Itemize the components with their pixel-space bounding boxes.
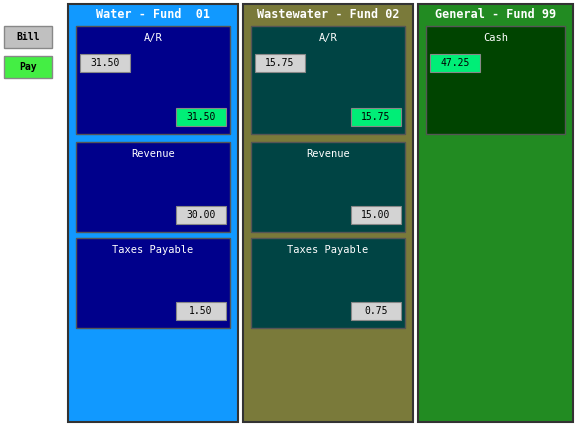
- Text: 0.75: 0.75: [364, 306, 388, 316]
- Bar: [80, 54, 130, 72]
- Bar: [351, 302, 401, 320]
- Text: Water - Fund  01: Water - Fund 01: [96, 9, 210, 21]
- Bar: [251, 142, 405, 232]
- Text: Cash: Cash: [483, 33, 508, 43]
- Bar: [76, 26, 230, 134]
- Text: Wastewater - Fund 02: Wastewater - Fund 02: [257, 9, 399, 21]
- Text: 47.25: 47.25: [440, 58, 470, 68]
- Bar: [351, 108, 401, 126]
- Text: Taxes Payable: Taxes Payable: [287, 245, 369, 255]
- Text: Bill: Bill: [16, 32, 40, 42]
- Bar: [176, 206, 226, 224]
- Text: General - Fund 99: General - Fund 99: [435, 9, 556, 21]
- Bar: [418, 4, 573, 422]
- Bar: [251, 238, 405, 328]
- Bar: [176, 108, 226, 126]
- Text: A/R: A/R: [144, 33, 162, 43]
- Bar: [76, 142, 230, 232]
- Bar: [243, 4, 413, 422]
- Bar: [351, 206, 401, 224]
- Bar: [255, 54, 305, 72]
- Text: Revenue: Revenue: [131, 149, 175, 159]
- Text: Revenue: Revenue: [306, 149, 350, 159]
- Bar: [4, 26, 52, 48]
- Bar: [68, 4, 238, 422]
- Text: 30.00: 30.00: [186, 210, 216, 220]
- Bar: [251, 26, 405, 134]
- Text: 15.75: 15.75: [265, 58, 295, 68]
- Bar: [426, 26, 565, 134]
- Text: Taxes Payable: Taxes Payable: [113, 245, 194, 255]
- Text: A/R: A/R: [318, 33, 338, 43]
- Text: 15.00: 15.00: [361, 210, 391, 220]
- Bar: [4, 56, 52, 78]
- Text: 15.75: 15.75: [361, 112, 391, 122]
- Text: Pay: Pay: [19, 62, 37, 72]
- Text: 31.50: 31.50: [90, 58, 119, 68]
- Bar: [430, 54, 480, 72]
- Bar: [176, 302, 226, 320]
- Text: 31.50: 31.50: [186, 112, 216, 122]
- Bar: [76, 238, 230, 328]
- Text: 1.50: 1.50: [189, 306, 213, 316]
